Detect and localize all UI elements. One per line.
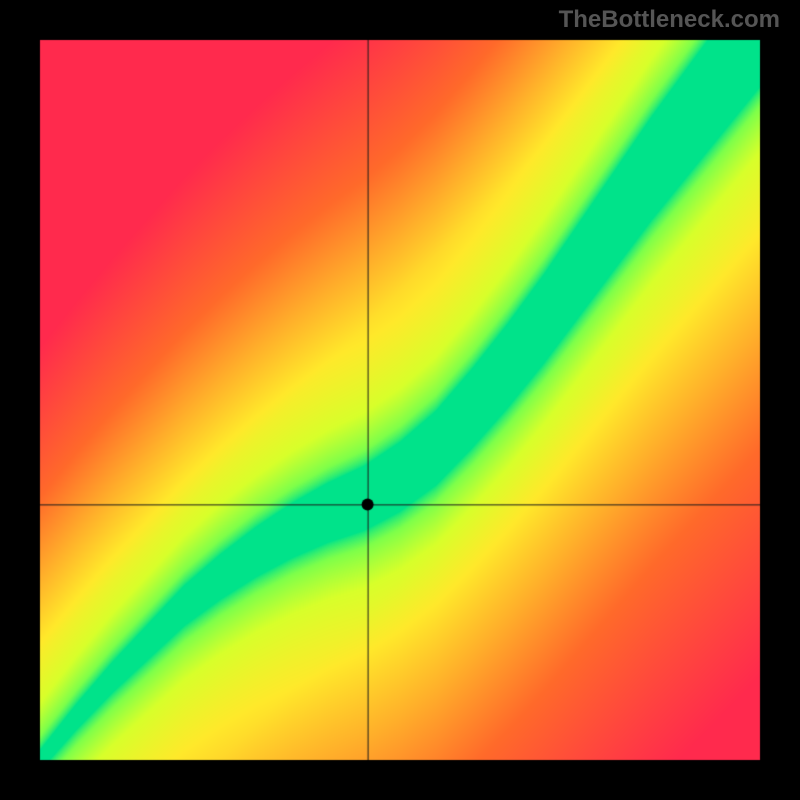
watermark-text: TheBottleneck.com bbox=[559, 6, 780, 34]
bottleneck-heatmap-canvas bbox=[0, 0, 800, 800]
chart-container: TheBottleneck.com bbox=[0, 0, 800, 800]
